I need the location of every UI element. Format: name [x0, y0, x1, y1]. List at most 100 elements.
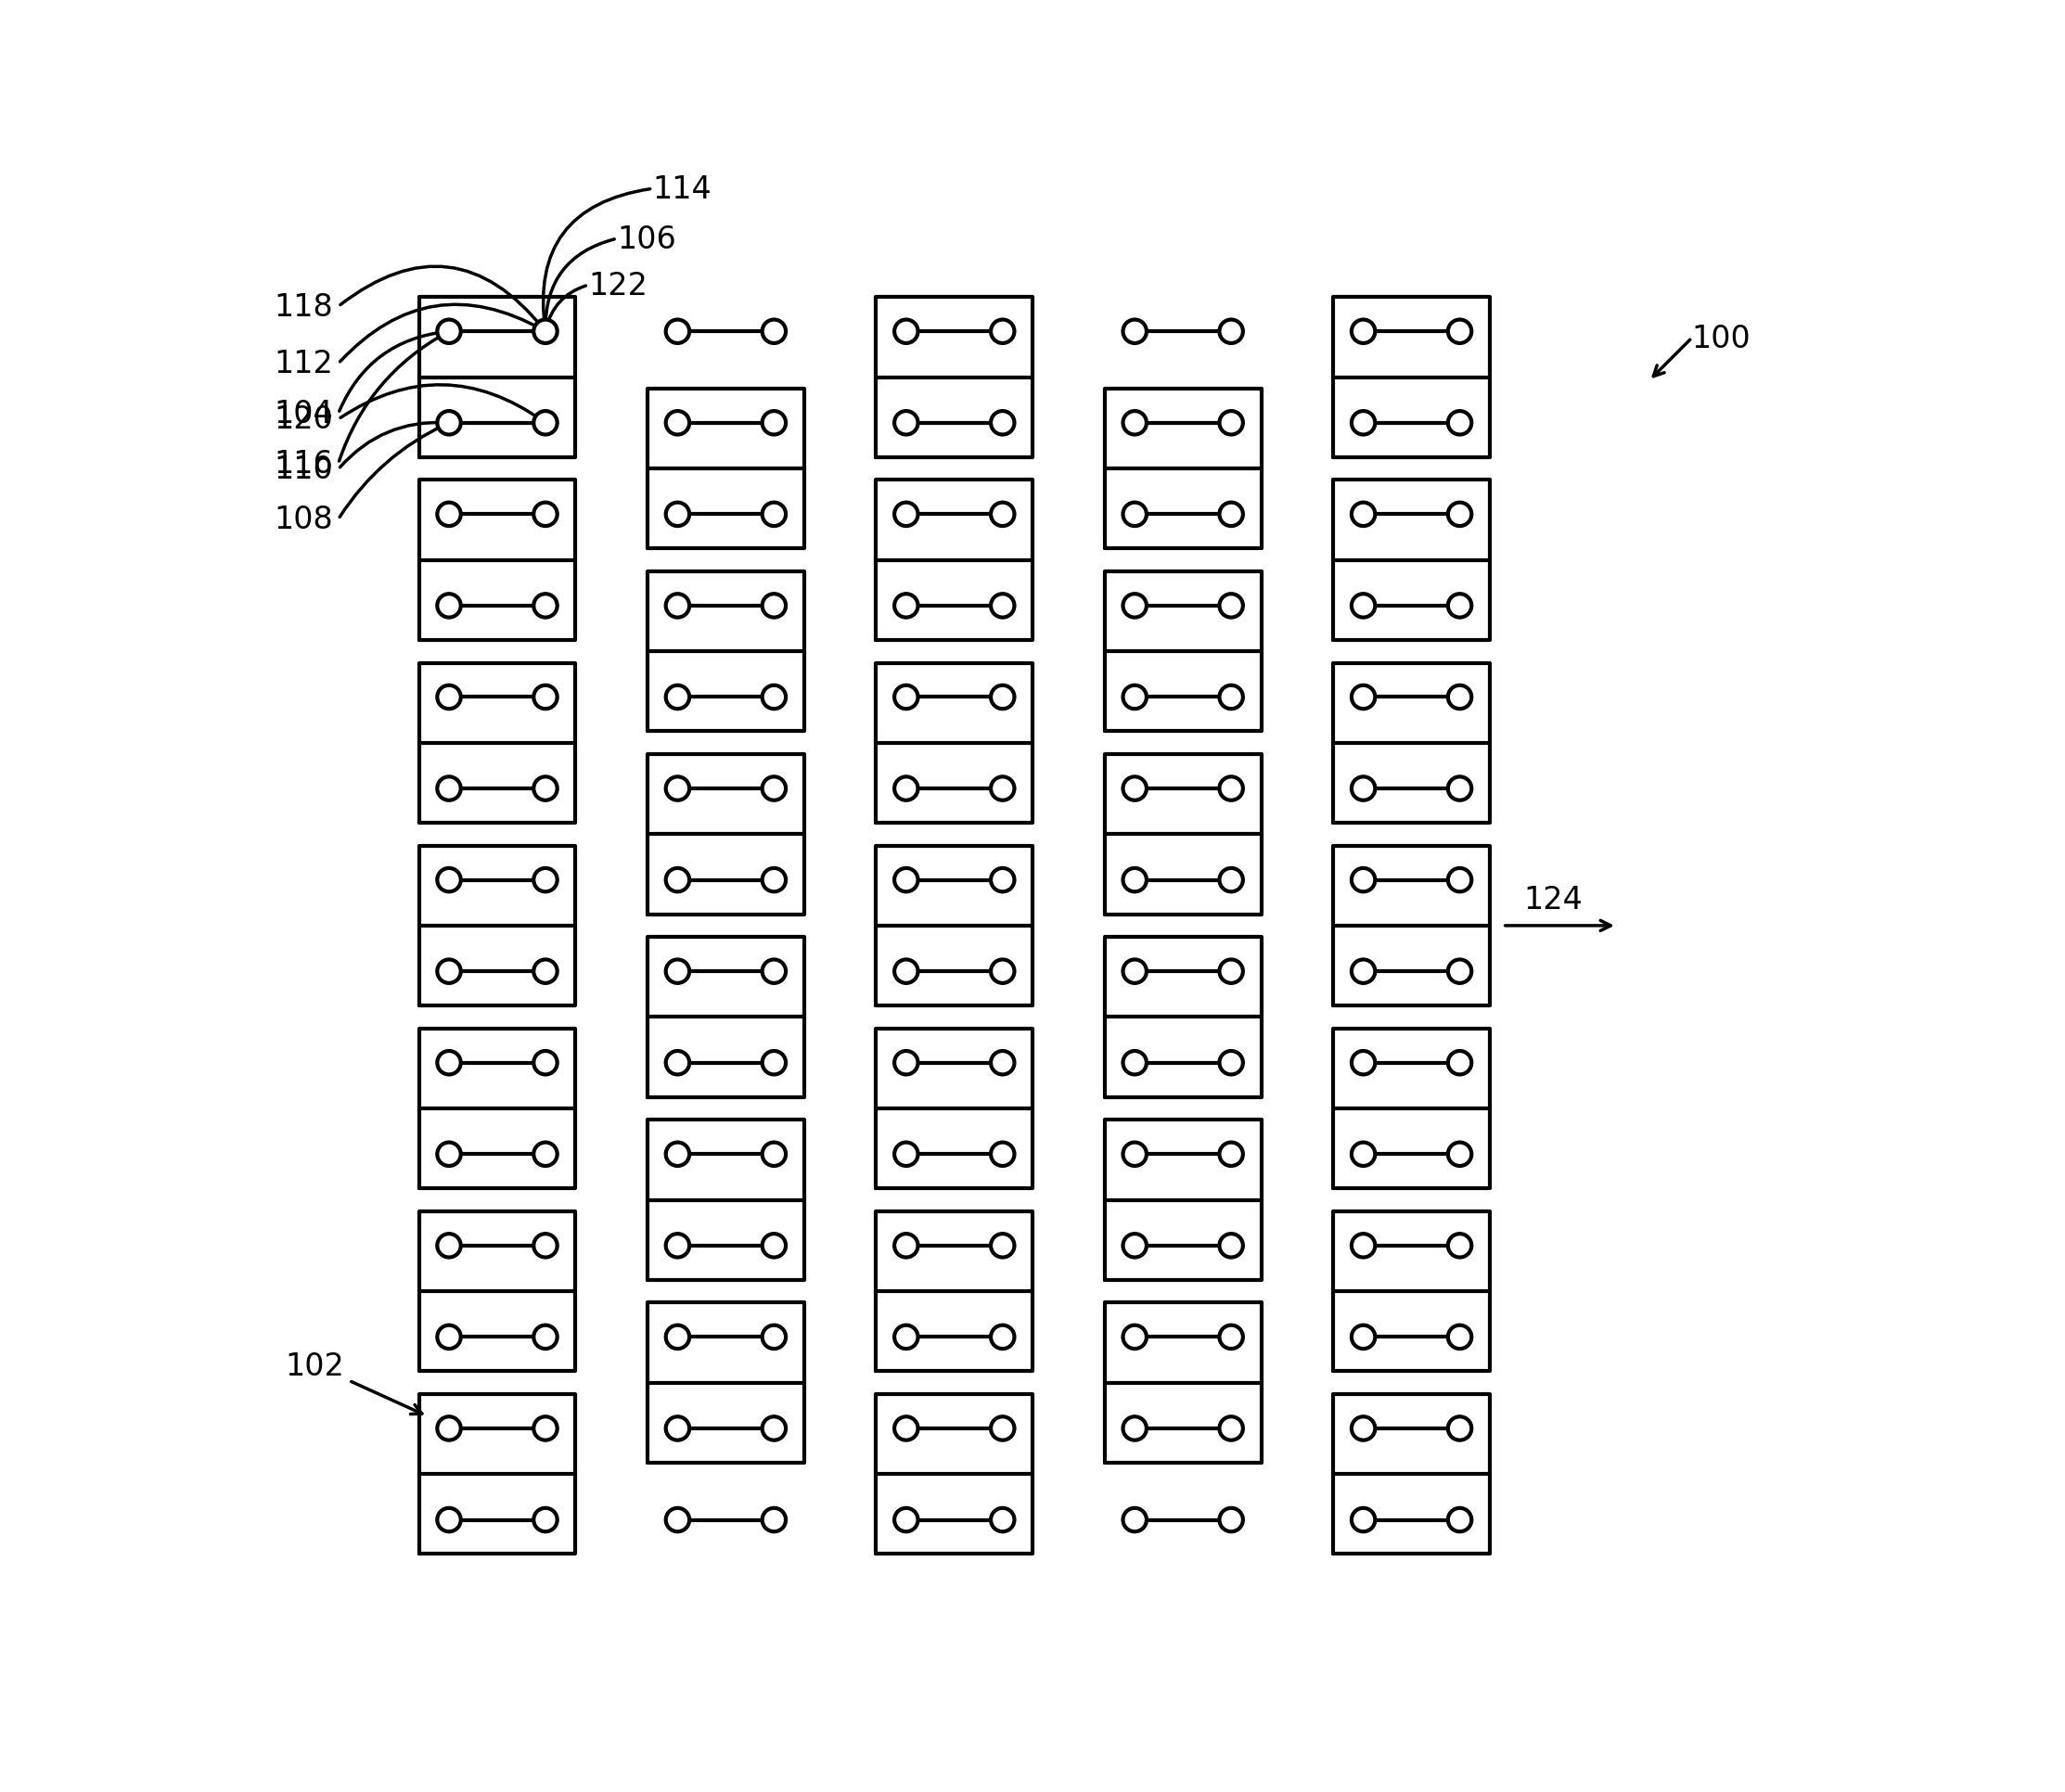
Circle shape [533, 1417, 558, 1441]
Circle shape [894, 961, 919, 984]
Circle shape [1448, 961, 1472, 984]
Circle shape [1351, 961, 1375, 984]
Circle shape [1220, 961, 1243, 984]
Circle shape [1123, 1326, 1146, 1349]
Circle shape [665, 1509, 690, 1532]
Circle shape [1220, 595, 1243, 618]
Circle shape [533, 1143, 558, 1167]
Circle shape [1220, 321, 1243, 344]
Circle shape [438, 1143, 460, 1167]
Circle shape [1448, 1509, 1472, 1532]
Circle shape [1351, 321, 1375, 344]
Circle shape [1220, 778, 1243, 801]
Circle shape [991, 1235, 1014, 1258]
Circle shape [762, 1235, 787, 1258]
Circle shape [1448, 1235, 1472, 1258]
Circle shape [1123, 321, 1146, 344]
Circle shape [1123, 1509, 1146, 1532]
Circle shape [1123, 1417, 1146, 1441]
Circle shape [1448, 1417, 1472, 1441]
Circle shape [1123, 1235, 1146, 1258]
Circle shape [1448, 412, 1472, 435]
Circle shape [894, 1143, 919, 1167]
Circle shape [438, 321, 460, 344]
Circle shape [1123, 504, 1146, 527]
Circle shape [762, 1417, 787, 1441]
Text: 100: 100 [1691, 323, 1751, 353]
Circle shape [665, 321, 690, 344]
Circle shape [665, 412, 690, 435]
Text: 110: 110 [275, 455, 332, 486]
Circle shape [1448, 686, 1472, 710]
Circle shape [1123, 686, 1146, 710]
Circle shape [533, 1052, 558, 1075]
Circle shape [762, 1326, 787, 1349]
Circle shape [665, 686, 690, 710]
Text: 106: 106 [617, 224, 675, 254]
Circle shape [1220, 1417, 1243, 1441]
Circle shape [762, 778, 787, 801]
Circle shape [1351, 1052, 1375, 1075]
Circle shape [438, 778, 460, 801]
Circle shape [762, 1509, 787, 1532]
Circle shape [1220, 869, 1243, 892]
Circle shape [894, 1509, 919, 1532]
Circle shape [1123, 1052, 1146, 1075]
Circle shape [762, 321, 787, 344]
Circle shape [1351, 1235, 1375, 1258]
Circle shape [438, 412, 460, 435]
Circle shape [894, 1417, 919, 1441]
Text: 104: 104 [275, 400, 332, 430]
Circle shape [894, 412, 919, 435]
Circle shape [665, 504, 690, 527]
Circle shape [1220, 1235, 1243, 1258]
Circle shape [1351, 1326, 1375, 1349]
Circle shape [762, 1143, 787, 1167]
Text: 112: 112 [275, 349, 332, 380]
Text: 118: 118 [275, 292, 332, 323]
Circle shape [991, 1143, 1014, 1167]
Text: 108: 108 [275, 505, 332, 536]
Circle shape [533, 869, 558, 892]
Circle shape [665, 1143, 690, 1167]
Circle shape [665, 1326, 690, 1349]
Circle shape [533, 504, 558, 527]
Circle shape [1220, 1143, 1243, 1167]
Circle shape [1448, 504, 1472, 527]
Circle shape [991, 504, 1014, 527]
Circle shape [1351, 412, 1375, 435]
Circle shape [438, 595, 460, 618]
Circle shape [1448, 869, 1472, 892]
Circle shape [1351, 1417, 1375, 1441]
Circle shape [1123, 869, 1146, 892]
Circle shape [1220, 412, 1243, 435]
Circle shape [991, 1417, 1014, 1441]
Circle shape [1448, 1052, 1472, 1075]
Circle shape [762, 504, 787, 527]
Circle shape [991, 1509, 1014, 1532]
Circle shape [1220, 1052, 1243, 1075]
Circle shape [1351, 778, 1375, 801]
Circle shape [762, 686, 787, 710]
Circle shape [533, 595, 558, 618]
Circle shape [1220, 1326, 1243, 1349]
Circle shape [438, 1417, 460, 1441]
Circle shape [665, 1235, 690, 1258]
Circle shape [894, 1326, 919, 1349]
Circle shape [533, 686, 558, 710]
Circle shape [1123, 778, 1146, 801]
Circle shape [991, 686, 1014, 710]
Circle shape [894, 321, 919, 344]
Circle shape [762, 412, 787, 435]
Circle shape [991, 778, 1014, 801]
Circle shape [894, 504, 919, 527]
Circle shape [665, 961, 690, 984]
Circle shape [665, 1052, 690, 1075]
Text: 122: 122 [589, 271, 648, 301]
Text: 120: 120 [275, 405, 332, 435]
Circle shape [438, 869, 460, 892]
Circle shape [533, 961, 558, 984]
Circle shape [762, 961, 787, 984]
Circle shape [1123, 961, 1146, 984]
Circle shape [991, 412, 1014, 435]
